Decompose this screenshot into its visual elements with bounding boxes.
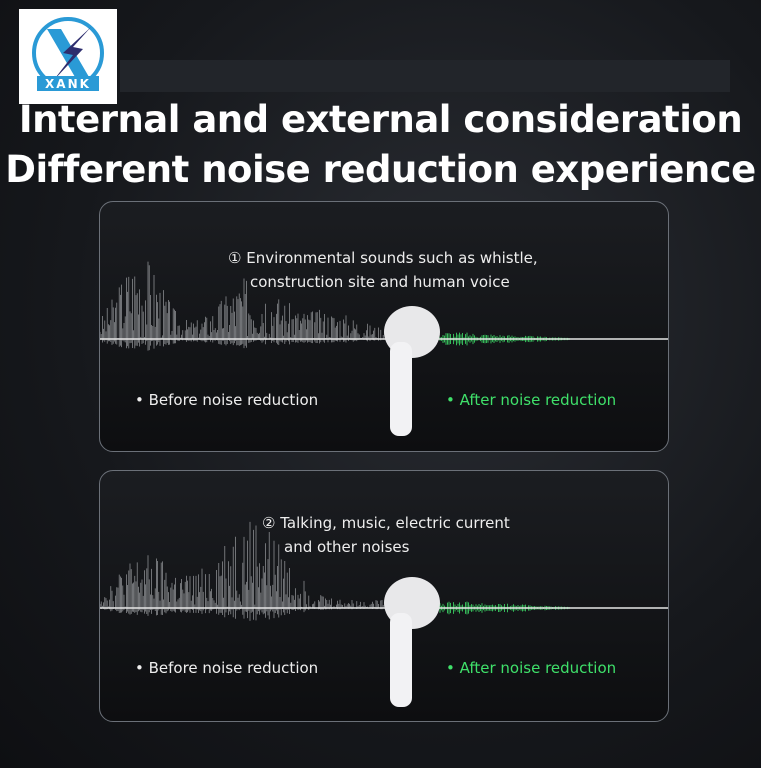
noise-before-wave [100, 521, 390, 621]
earbud-image [384, 577, 440, 707]
after-label: • After noise reduction [446, 391, 617, 409]
noise-waveform [100, 261, 668, 351]
description-line-2: and other noises [284, 538, 410, 556]
before-label: • Before noise reduction [135, 391, 319, 409]
before-label: • Before noise reduction [135, 659, 319, 677]
earbud-image [384, 306, 440, 436]
panel-description: ② Talking, music, electric current and o… [262, 511, 510, 559]
description-line-2: construction site and human voice [250, 273, 510, 291]
description-line-1: ① Environmental sounds such as whistle, [228, 249, 538, 267]
logo-text: XANK [45, 77, 91, 91]
after-label: • After noise reduction [446, 659, 617, 677]
brand-logo: XANK [19, 9, 117, 104]
headline-line-1: Internal and external consideration [18, 98, 743, 141]
headline-line-2: Different noise reduction experience [5, 148, 756, 191]
noise-waveform [100, 521, 668, 621]
panel-talking: ② Talking, music, electric current and o… [99, 470, 669, 722]
header-band [120, 60, 730, 92]
panel-description: ① Environmental sounds such as whistle, … [228, 246, 538, 294]
panel-environmental: ① Environmental sounds such as whistle, … [99, 201, 669, 452]
description-line-1: ② Talking, music, electric current [262, 514, 510, 532]
